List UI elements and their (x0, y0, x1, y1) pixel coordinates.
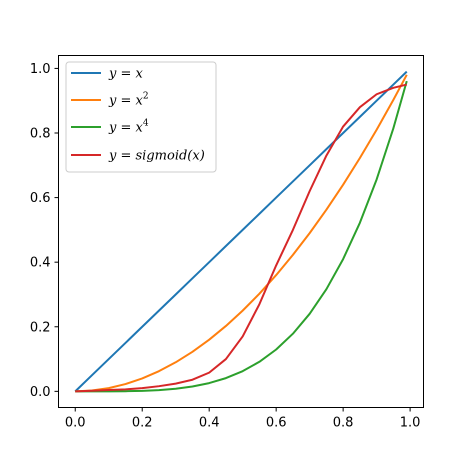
legend-frame (65, 61, 217, 173)
y-tick-label: 1.0 (30, 62, 51, 77)
legend: y = x y = x2 y = x4 y = sigmoid(x) (65, 61, 217, 173)
x-tick-label: 0.2 (132, 416, 153, 431)
x-tick-label: 1.0 (400, 416, 421, 431)
x-tick-label: 0.6 (266, 416, 287, 431)
legend-label: y = sigmoid(x) (108, 149, 205, 164)
y-tick-label: 0.8 (30, 127, 51, 142)
series-line-3 (75, 83, 407, 393)
x-tick-label: 0.0 (65, 416, 86, 431)
plot-frame (58, 55, 424, 408)
legend-label: y = x (108, 67, 144, 82)
legend-entry-quartic: y = x4 (71, 119, 149, 136)
legend-label: y = x2 (108, 92, 149, 109)
x-axis-ticks: 0.0 0.2 0.4 0.6 0.8 1.0 (65, 407, 421, 431)
series-line-0 (74, 70, 408, 393)
legend-label: y = x4 (108, 119, 149, 136)
legend-entry-sigmoid: y = sigmoid(x) (71, 149, 205, 164)
y-tick-label: 0.2 (30, 320, 51, 335)
series-layer (74, 70, 408, 393)
legend-entry-square: y = x2 (71, 92, 149, 109)
y-axis-ticks: 0.0 0.2 0.4 0.6 0.8 1.0 (30, 62, 59, 400)
legend-entry-linear: y = x (71, 67, 144, 82)
x-tick-label: 0.8 (333, 416, 354, 431)
series-line-2 (75, 80, 408, 393)
y-tick-label: 0.6 (30, 191, 51, 206)
series-line-1 (75, 74, 408, 393)
y-tick-label: 0.0 (30, 385, 51, 400)
x-tick-label: 0.4 (199, 416, 220, 431)
y-tick-label: 0.4 (30, 256, 51, 271)
